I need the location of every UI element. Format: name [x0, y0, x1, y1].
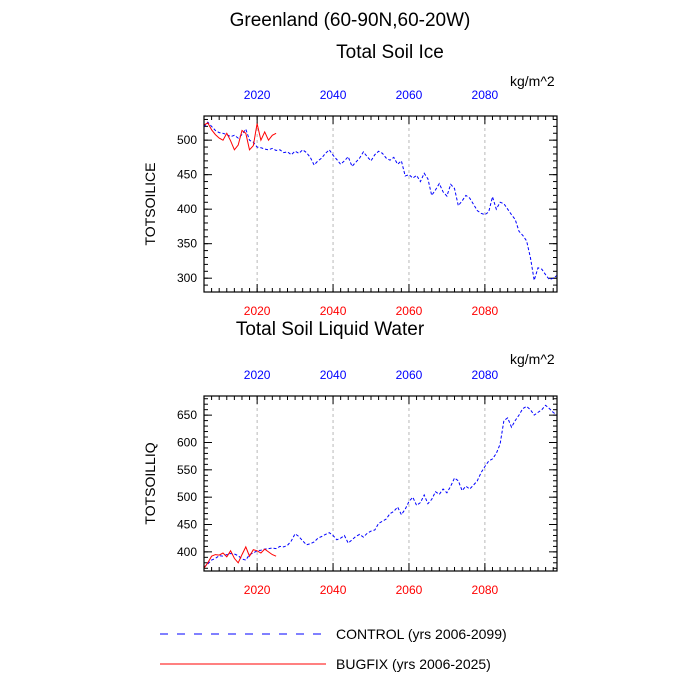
units-label-soil-ice: kg/m^2 — [510, 73, 555, 89]
y-axis-label-ice: TOTSOILICE — [142, 163, 158, 246]
plot-frame-ice — [203, 115, 558, 293]
x-tick-label-top-liq-2060: 2060 — [396, 368, 423, 382]
y-tick-label-liq-550: 550 — [177, 463, 197, 477]
y-tick-label-liq-500: 500 — [177, 490, 197, 504]
y-tick-label-liq-400: 400 — [177, 545, 197, 559]
figure-title: Greenland (60-90N,60-20W) — [229, 10, 471, 31]
x-tick-label-top-ice-2040: 2040 — [320, 88, 347, 102]
chart-title-soil-liquid: Total Soil Liquid Water — [235, 319, 425, 340]
y-tick-label-ice-350: 350 — [177, 237, 197, 251]
x-tick-label-top-ice-2080: 2080 — [472, 88, 499, 102]
y-axis-label-liq: TOTSOILLIQ — [142, 442, 158, 524]
plot-frame-liq — [203, 395, 558, 572]
y-tick-label-liq-650: 650 — [177, 408, 197, 422]
y-tick-label-liq-600: 600 — [177, 435, 197, 449]
x-tick-label-bottom-liq-2080: 2080 — [472, 583, 499, 597]
series-line-ice-bugfix — [203, 122, 277, 151]
series-line-liq-bugfix — [203, 545, 277, 569]
x-tick-label-top-ice-2020: 2020 — [244, 88, 271, 102]
chart-title-soil-ice: Total Soil Ice — [336, 42, 444, 63]
legend-bugfix-label: BUGFIX (yrs 2006-2025) — [336, 656, 491, 672]
x-tick-label-bottom-liq-2040: 2040 — [320, 583, 347, 597]
y-tick-label-ice-500: 500 — [177, 133, 197, 147]
x-tick-label-top-ice-2060: 2060 — [396, 88, 423, 102]
x-tick-label-bottom-liq-2060: 2060 — [396, 583, 423, 597]
legend-control-label: CONTROL (yrs 2006-2099) — [336, 626, 507, 642]
y-tick-label-liq-450: 450 — [177, 518, 197, 532]
x-tick-label-bottom-ice-2060: 2060 — [396, 304, 423, 318]
x-tick-label-top-liq-2020: 2020 — [244, 368, 271, 382]
x-tick-label-top-liq-2040: 2040 — [320, 368, 347, 382]
series-line-liq-control — [203, 404, 558, 568]
x-tick-label-bottom-ice-2020: 2020 — [244, 304, 271, 318]
x-tick-label-bottom-ice-2040: 2040 — [320, 304, 347, 318]
series-line-ice-control — [203, 121, 558, 281]
units-label-soil-liquid: kg/m^2 — [510, 351, 555, 367]
y-tick-label-ice-400: 400 — [177, 202, 197, 216]
x-tick-label-bottom-ice-2080: 2080 — [472, 304, 499, 318]
x-tick-label-bottom-liq-2020: 2020 — [244, 583, 271, 597]
y-tick-label-ice-300: 300 — [177, 271, 197, 285]
x-tick-label-top-liq-2080: 2080 — [472, 368, 499, 382]
y-tick-label-ice-450: 450 — [177, 168, 197, 182]
